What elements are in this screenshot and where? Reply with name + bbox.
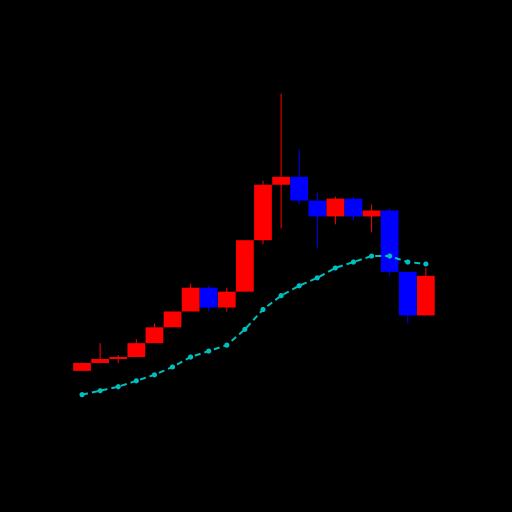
candle-body-up [127,343,146,358]
candle-body-up [272,176,290,185]
trend-point [260,306,266,313]
trend-point [97,388,103,394]
trend-point [296,283,302,289]
trend-point [368,253,375,259]
trend-line-group [79,253,429,398]
trend-point [387,253,393,259]
candle-body-up [362,210,381,217]
candle-body-down [380,210,399,272]
trend-point [224,342,230,348]
candle-body-up [326,198,345,217]
candle-body-up [145,327,164,344]
candle-body-up [254,184,272,241]
trend-point [242,326,248,332]
candle-body-up [236,240,254,292]
trend-point [151,372,158,378]
candle-body-down [398,271,417,316]
candle-body-up [91,359,110,363]
candle-body-up [416,275,435,316]
trend-point [332,265,338,271]
candle-body-down [290,176,309,201]
trend-point [278,293,284,299]
candle-body-down [199,287,218,308]
trend-point [405,259,411,265]
trend-point [314,275,320,281]
trend-point [133,378,139,384]
candle-body-down [308,200,327,217]
candle-body-down [344,198,363,217]
candle-body-up [163,311,182,328]
candle-body-up [73,362,91,371]
trend-point [350,259,357,265]
trend-point [115,384,121,390]
trend-point [169,364,176,370]
trend-point [206,348,212,354]
trend-line [81,255,426,396]
trend-point [188,354,194,360]
candle-body-up [217,291,236,308]
trend-point [423,261,429,267]
trend-point [79,392,85,398]
candle-body-up [109,357,128,359]
candle-body-up [181,287,200,312]
